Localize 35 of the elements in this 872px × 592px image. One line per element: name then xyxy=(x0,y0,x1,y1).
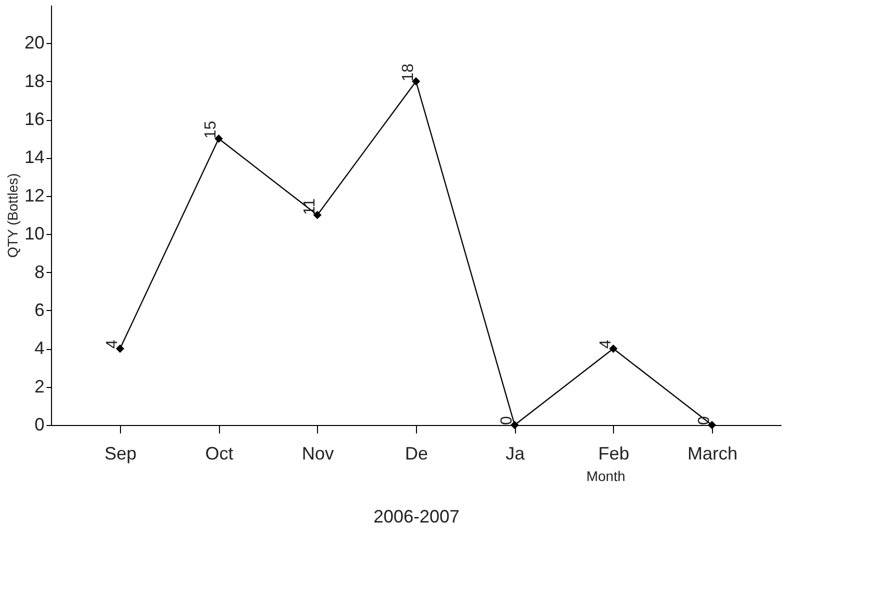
y-tick-label: 2 xyxy=(34,376,44,396)
x-tick-label: De xyxy=(404,444,428,464)
data-label: 18 xyxy=(400,63,417,82)
point xyxy=(412,77,420,86)
point xyxy=(214,134,223,143)
data-label: 11 xyxy=(301,198,318,215)
y-tick-label: 12 xyxy=(24,185,44,206)
data-label: 15 xyxy=(202,120,220,139)
x-tick-label: Oct xyxy=(205,444,234,464)
point xyxy=(708,420,716,430)
y-tick-label: 16 xyxy=(24,109,44,130)
point xyxy=(510,420,519,430)
y-tick-label: 10 xyxy=(24,224,44,244)
y-tick-label: 8 xyxy=(34,262,44,282)
data-label: 0 xyxy=(696,416,713,425)
point xyxy=(116,344,124,353)
point xyxy=(609,344,618,353)
y-tick-label: 18 xyxy=(24,70,44,91)
x-tick-label: Nov xyxy=(302,444,334,464)
y-tick-label: 4 xyxy=(34,338,44,358)
y-tick-label: 20 xyxy=(24,32,44,53)
x-tick-label: Ja xyxy=(506,444,526,464)
x-tick-label: Feb xyxy=(598,444,630,464)
data-label: 4 xyxy=(104,340,122,349)
data-label: 0 xyxy=(498,416,516,425)
data-label: 4 xyxy=(597,340,614,349)
x-axis-title: 2006-2007 xyxy=(373,506,460,526)
x-tick-label: March xyxy=(687,444,738,464)
y-tick-label: 14 xyxy=(24,147,44,168)
y-axis-title: QTY (Bottles) xyxy=(4,173,20,258)
text: Month xyxy=(586,468,626,484)
x-tick-label: Sep xyxy=(104,444,137,464)
y-tick-label: 6 xyxy=(34,300,44,320)
y-tick-label: 0 xyxy=(34,414,44,434)
point xyxy=(313,210,322,220)
